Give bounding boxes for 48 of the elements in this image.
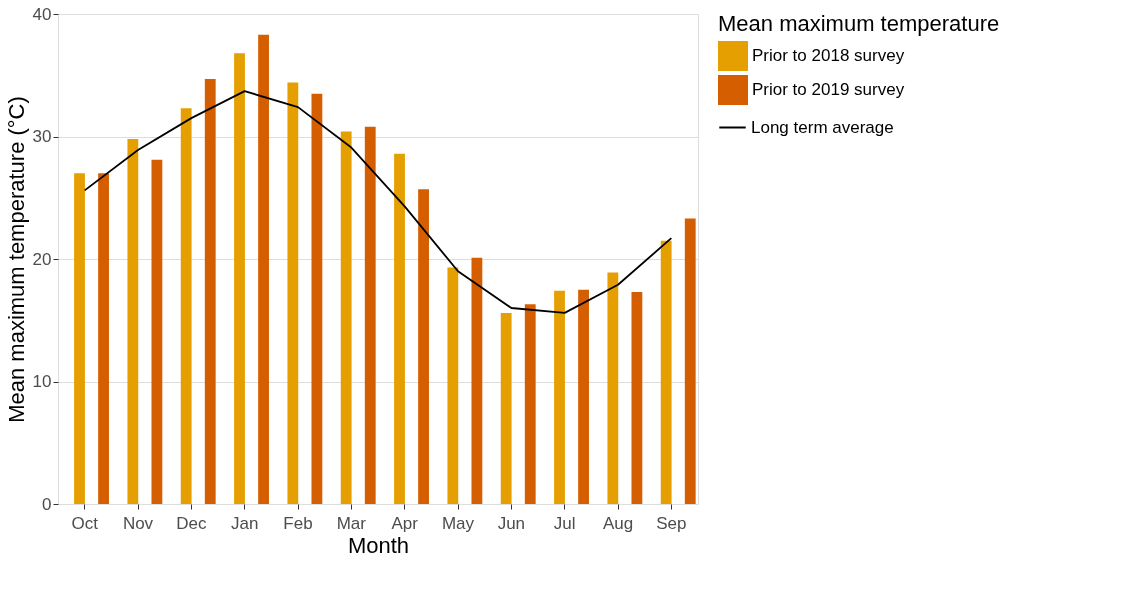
legend-label: Long term average	[751, 117, 894, 137]
legend-label: Prior to 2018 survey	[752, 46, 905, 65]
x-tick-label: Sep	[656, 513, 687, 533]
y-tick-label: 0	[42, 494, 52, 514]
bar	[364, 126, 376, 504]
line-series	[83, 90, 673, 314]
bar	[180, 108, 192, 504]
bar	[471, 257, 483, 504]
x-tick-label: Jan	[230, 513, 259, 533]
legend-label: Prior to 2019 survey	[752, 80, 905, 99]
bar	[98, 173, 109, 504]
x-tick-label: Apr	[391, 513, 419, 533]
x-tick-label: Feb	[283, 513, 313, 533]
bar	[500, 312, 512, 504]
bar	[578, 289, 589, 504]
bar	[394, 153, 405, 504]
x-tick-label: Mar	[336, 513, 367, 533]
bar	[607, 272, 619, 504]
bar	[234, 53, 245, 504]
bar	[524, 304, 536, 504]
bar	[684, 218, 696, 504]
bar	[418, 189, 429, 504]
bar	[258, 34, 269, 504]
y-tick-label: 20	[32, 249, 52, 269]
legend-title: Mean maximum temperature	[718, 11, 1000, 36]
x-tick-label: May	[441, 513, 475, 533]
y-axis-title: Mean maximum temperature (°C)	[3, 96, 29, 423]
bar	[340, 131, 352, 504]
y-tick-label: 40	[32, 4, 52, 24]
bar	[287, 82, 299, 504]
bar	[127, 138, 139, 504]
x-tick-label: Oct	[71, 513, 99, 533]
x-tick-label: Dec	[176, 513, 207, 533]
bar	[151, 159, 163, 504]
bar	[447, 267, 459, 504]
y-tick-label: 10	[32, 372, 52, 391]
bar	[554, 290, 565, 504]
bar	[631, 292, 643, 504]
y-tick-label: 30	[32, 127, 52, 146]
x-tick-label: Aug	[602, 513, 634, 533]
bar	[311, 93, 323, 504]
bar	[660, 240, 672, 504]
x-tick-label: Nov	[122, 513, 154, 533]
x-tick-label: Jun	[497, 513, 526, 533]
x-tick-label: Jul	[553, 513, 576, 533]
bar	[204, 78, 216, 504]
bar	[74, 173, 85, 504]
x-axis-title: Month	[347, 532, 410, 558]
